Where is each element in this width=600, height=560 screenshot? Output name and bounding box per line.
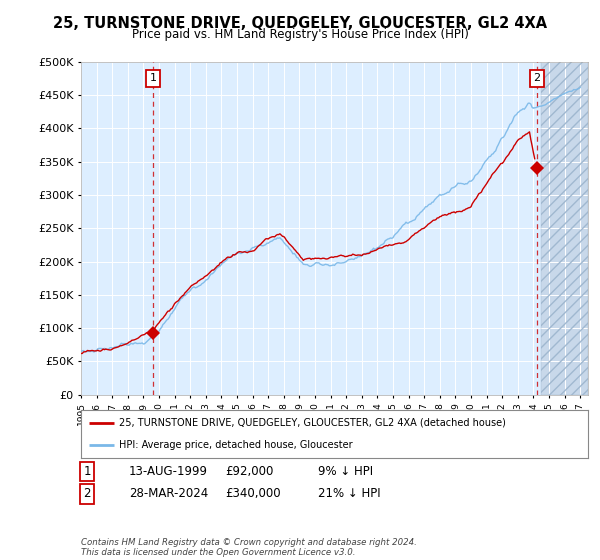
Text: 1: 1 (83, 465, 91, 478)
Text: 2: 2 (83, 487, 91, 501)
Text: 1: 1 (149, 73, 157, 83)
Text: £340,000: £340,000 (225, 487, 281, 501)
Text: 9% ↓ HPI: 9% ↓ HPI (318, 465, 373, 478)
Text: 25, TURNSTONE DRIVE, QUEDGELEY, GLOUCESTER, GL2 4XA: 25, TURNSTONE DRIVE, QUEDGELEY, GLOUCEST… (53, 16, 547, 31)
Text: £92,000: £92,000 (225, 465, 274, 478)
Text: 2: 2 (533, 73, 541, 83)
Text: 21% ↓ HPI: 21% ↓ HPI (318, 487, 380, 501)
Text: 13-AUG-1999: 13-AUG-1999 (129, 465, 208, 478)
Text: 28-MAR-2024: 28-MAR-2024 (129, 487, 208, 501)
Text: Price paid vs. HM Land Registry's House Price Index (HPI): Price paid vs. HM Land Registry's House … (131, 28, 469, 41)
Text: Contains HM Land Registry data © Crown copyright and database right 2024.
This d: Contains HM Land Registry data © Crown c… (81, 538, 417, 557)
Text: HPI: Average price, detached house, Gloucester: HPI: Average price, detached house, Glou… (119, 440, 353, 450)
Text: 25, TURNSTONE DRIVE, QUEDGELEY, GLOUCESTER, GL2 4XA (detached house): 25, TURNSTONE DRIVE, QUEDGELEY, GLOUCEST… (119, 418, 506, 428)
